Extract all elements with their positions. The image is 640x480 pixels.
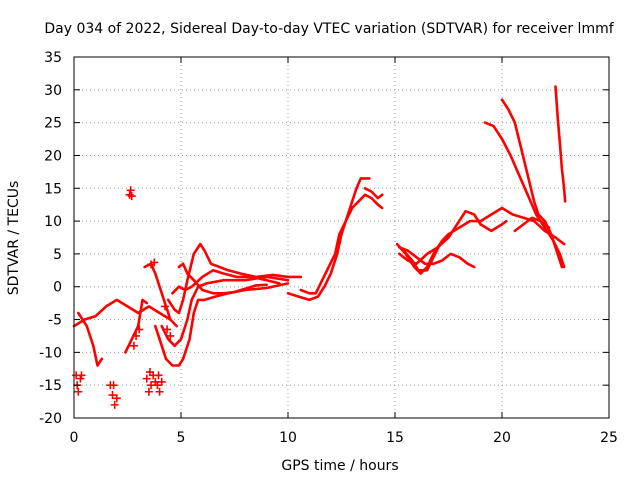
- series-track-b: [77, 311, 104, 367]
- series-track-j: [286, 177, 371, 302]
- scatter-point: [154, 371, 163, 380]
- y-tick-label: 0: [53, 280, 62, 296]
- plot-frame: [73, 56, 610, 419]
- scatter-point: [155, 387, 164, 396]
- scatter-point: [129, 341, 138, 350]
- y-tick-label: 15: [44, 181, 62, 197]
- scatter-point: [110, 400, 119, 409]
- data-layer: [72, 85, 567, 409]
- y-tick-label: -20: [39, 411, 62, 427]
- scatter-point: [142, 374, 151, 383]
- series-track-r: [500, 98, 564, 269]
- y-tick-label: -15: [39, 378, 62, 394]
- scatter-point: [163, 325, 172, 334]
- scatter-point: [166, 331, 175, 340]
- y-tick-label: -10: [39, 345, 62, 361]
- scatter-point: [108, 391, 117, 400]
- series-track-c: [124, 298, 149, 354]
- chart-title: Day 034 of 2022, Sidereal Day-to-day VTE…: [44, 21, 614, 37]
- x-tick-label: 10: [279, 430, 297, 446]
- y-tick-label: -5: [48, 313, 62, 329]
- scatter-point: [132, 331, 141, 340]
- scatter-point: [145, 368, 154, 377]
- scatter-point: [157, 377, 166, 386]
- series-track-o: [398, 246, 476, 269]
- series-track-g: [166, 242, 303, 315]
- x-axis-label: GPS time / hours: [281, 458, 398, 474]
- y-tick-label: 25: [44, 116, 62, 132]
- y-tick-label: 10: [44, 214, 62, 230]
- scatter-point: [160, 302, 169, 311]
- x-tick-label: 0: [70, 430, 79, 446]
- series-track-k: [299, 193, 384, 295]
- x-tick-label: 5: [177, 430, 186, 446]
- y-axis-label: SDTVAR / TECUs: [6, 181, 22, 296]
- series-track-n: [398, 209, 508, 266]
- series-track-h: [171, 269, 281, 295]
- x-tick-label: 15: [386, 430, 404, 446]
- series-track-t: [554, 85, 567, 203]
- scatter-point: [135, 325, 144, 334]
- scatter-point: [77, 371, 86, 380]
- axis-ticks: 0 5 10 15 20 25 -20 -15 -10 -5 0 5 10 15 20 25 30 35: [39, 50, 618, 446]
- y-tick-label: 35: [44, 50, 62, 66]
- y-tick-label: 5: [53, 247, 62, 263]
- series-track-i: [177, 262, 268, 295]
- series-track-s: [513, 216, 551, 233]
- scatter-point: [127, 192, 136, 201]
- x-tick-label: 25: [600, 430, 618, 446]
- series-track-q: [483, 121, 566, 269]
- grid: [74, 57, 609, 418]
- scatter-point: [109, 381, 118, 390]
- scatter-point: [112, 394, 121, 403]
- scatter-point: [153, 381, 162, 390]
- scatter-point: [150, 258, 159, 267]
- scatter-point: [74, 387, 83, 396]
- series-track-m: [395, 206, 566, 275]
- x-tick-label: 20: [493, 430, 511, 446]
- series-track-l: [363, 187, 384, 200]
- series-track-p: [402, 239, 446, 272]
- y-tick-label: 30: [44, 83, 62, 99]
- scatter-point: [144, 387, 153, 396]
- y-tick-label: 20: [44, 148, 62, 164]
- series-track-f: [160, 275, 290, 348]
- series-track-a: [72, 298, 178, 328]
- scatter-point: [126, 186, 135, 195]
